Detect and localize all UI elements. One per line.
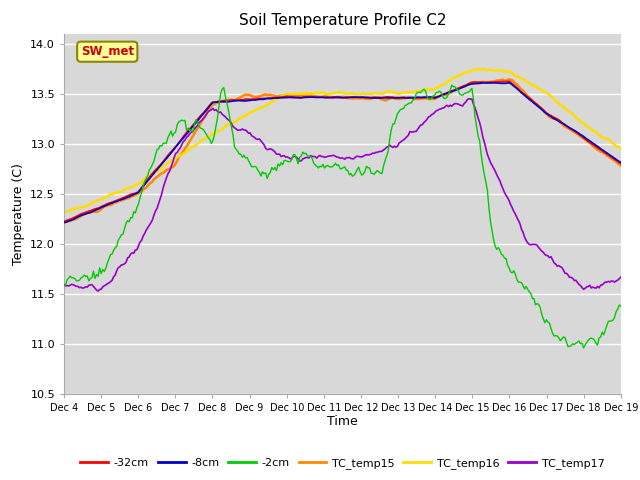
TC_temp15 [617, 163, 625, 168]
TC_temp17 [228, 120, 236, 126]
-2cm [129, 215, 136, 221]
Line: -32cm: -32cm [64, 81, 621, 221]
Text: SW_met: SW_met [81, 45, 134, 58]
-8cm [254, 97, 262, 103]
-2cm [303, 153, 311, 159]
TC_temp17 [60, 282, 68, 288]
TC_temp15 [254, 94, 262, 99]
-32cm [244, 96, 252, 102]
TC_temp17 [94, 288, 102, 294]
TC_temp16 [226, 120, 234, 126]
-32cm [254, 96, 262, 101]
-32cm [506, 78, 513, 84]
TC_temp17 [305, 155, 313, 161]
TC_temp17 [130, 250, 138, 256]
-8cm [617, 160, 625, 166]
-8cm [226, 99, 234, 105]
TC_temp16 [303, 90, 311, 96]
-32cm [60, 218, 68, 224]
TC_temp15 [588, 141, 595, 147]
-32cm [226, 97, 234, 103]
Line: TC_temp16: TC_temp16 [64, 69, 621, 213]
TC_temp17 [465, 96, 473, 102]
TC_temp17 [589, 284, 596, 290]
-32cm [617, 161, 625, 167]
TC_temp16 [60, 210, 68, 216]
Line: -2cm: -2cm [64, 85, 621, 348]
-2cm [60, 282, 68, 288]
TC_temp16 [244, 111, 252, 117]
-2cm [580, 345, 588, 351]
TC_temp16 [617, 146, 625, 152]
-8cm [244, 98, 252, 104]
TC_temp15 [303, 92, 311, 98]
-2cm [244, 158, 252, 164]
TC_temp17 [255, 136, 263, 142]
TC_temp15 [226, 97, 234, 103]
TC_temp16 [254, 106, 262, 112]
X-axis label: Time: Time [327, 415, 358, 429]
Line: TC_temp17: TC_temp17 [64, 99, 621, 291]
TC_temp15 [129, 193, 136, 199]
Line: -8cm: -8cm [64, 83, 621, 223]
Legend: -32cm, -8cm, -2cm, TC_temp15, TC_temp16, TC_temp17: -32cm, -8cm, -2cm, TC_temp15, TC_temp16,… [76, 453, 609, 473]
Y-axis label: Temperature (C): Temperature (C) [12, 163, 25, 264]
TC_temp15 [60, 220, 68, 226]
TC_temp16 [588, 126, 595, 132]
-2cm [448, 82, 456, 88]
-8cm [506, 80, 513, 85]
TC_temp16 [476, 66, 483, 72]
-32cm [129, 191, 136, 197]
-8cm [60, 220, 68, 226]
TC_temp17 [246, 130, 254, 136]
-8cm [129, 192, 136, 198]
-32cm [588, 141, 595, 146]
-8cm [588, 139, 595, 145]
-2cm [254, 168, 262, 173]
-8cm [303, 95, 311, 100]
TC_temp16 [129, 184, 136, 190]
-2cm [589, 336, 596, 342]
TC_temp17 [617, 274, 625, 280]
-2cm [617, 303, 625, 309]
Line: TC_temp15: TC_temp15 [64, 79, 621, 223]
TC_temp15 [506, 76, 513, 82]
TC_temp15 [244, 92, 252, 97]
Title: Soil Temperature Profile C2: Soil Temperature Profile C2 [239, 13, 446, 28]
-32cm [303, 94, 311, 100]
-2cm [226, 116, 234, 122]
